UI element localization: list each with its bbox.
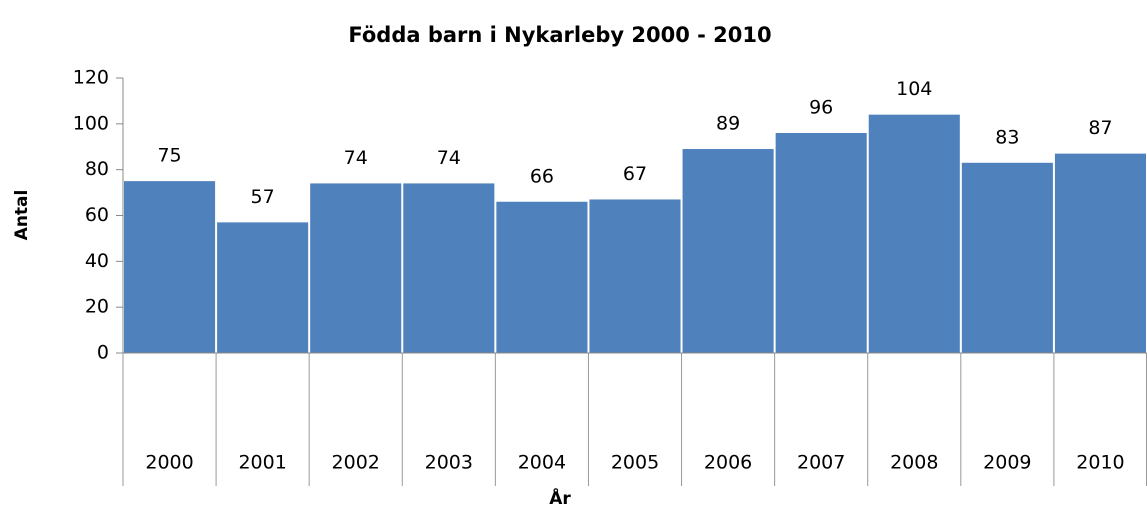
bar bbox=[403, 183, 495, 353]
data-label: 74 bbox=[344, 147, 368, 169]
data-label: 89 bbox=[716, 113, 740, 135]
bar bbox=[496, 201, 588, 353]
bar bbox=[961, 162, 1053, 353]
bar bbox=[217, 222, 309, 353]
data-label: 83 bbox=[995, 126, 1019, 148]
bar bbox=[1054, 153, 1146, 353]
x-tick-label: 2002 bbox=[332, 452, 380, 474]
x-tick-label: 2005 bbox=[611, 452, 659, 474]
bar bbox=[124, 181, 216, 353]
data-label: 67 bbox=[623, 163, 647, 185]
y-tick-label: 40 bbox=[85, 250, 109, 272]
x-tick-label: 2009 bbox=[983, 452, 1031, 474]
data-label: 104 bbox=[896, 78, 932, 100]
x-tick-label: 2010 bbox=[1076, 452, 1124, 474]
y-tick-label: 100 bbox=[73, 112, 109, 134]
data-label: 57 bbox=[251, 186, 275, 208]
x-axis-title: År bbox=[549, 486, 571, 509]
bar bbox=[589, 199, 681, 353]
y-tick-label: 120 bbox=[73, 67, 109, 89]
data-label: 96 bbox=[809, 97, 833, 119]
data-label: 75 bbox=[157, 145, 181, 167]
y-axis-title: Antal bbox=[12, 190, 32, 241]
bar bbox=[682, 149, 774, 353]
chart-title: Födda barn i Nykarleby 2000 - 2010 bbox=[348, 23, 771, 47]
x-tick-label: 2003 bbox=[425, 452, 473, 474]
y-tick-label: 20 bbox=[85, 296, 109, 318]
data-label: 66 bbox=[530, 165, 554, 187]
x-tick-label: 2004 bbox=[518, 452, 566, 474]
data-label: 74 bbox=[437, 147, 461, 169]
y-tick-label: 60 bbox=[85, 204, 109, 226]
data-label: 87 bbox=[1088, 117, 1112, 139]
x-tick-label: 2001 bbox=[238, 452, 286, 474]
x-tick-label: 2006 bbox=[704, 452, 752, 474]
y-tick-label: 80 bbox=[85, 158, 109, 180]
x-tick-label: 2008 bbox=[890, 452, 938, 474]
bar bbox=[775, 133, 867, 353]
bar bbox=[310, 183, 402, 353]
x-tick-label: 2000 bbox=[145, 452, 193, 474]
x-tick-label: 2007 bbox=[797, 452, 845, 474]
bar bbox=[868, 114, 960, 354]
y-tick-label: 0 bbox=[97, 342, 109, 364]
